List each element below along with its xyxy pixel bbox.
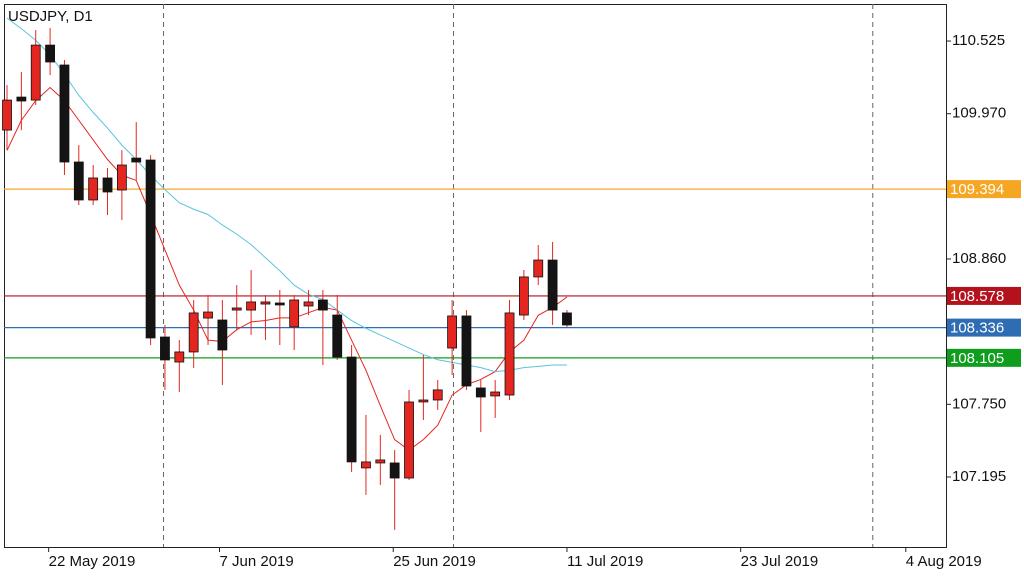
- ma-line: [6, 17, 567, 373]
- candle-body: [246, 301, 256, 311]
- candle-body: [418, 399, 429, 403]
- candle-body: [274, 302, 285, 306]
- candle-body: [346, 356, 357, 463]
- candle-body: [2, 99, 12, 131]
- candle-body: [59, 64, 70, 163]
- y-tick-label: 109.970: [952, 105, 1006, 122]
- candle-body: [102, 177, 113, 193]
- candle-body: [504, 312, 515, 396]
- candle-body: [116, 164, 127, 191]
- x-tick-label: 25 Jun 2019: [393, 553, 476, 570]
- x-tick-label: 22 May 2019: [49, 553, 136, 570]
- candle-body: [404, 401, 414, 479]
- level-tag: [947, 180, 1021, 199]
- y-tick-label: 108.860: [952, 250, 1006, 267]
- candle-body: [289, 299, 300, 328]
- candle-body: [518, 276, 529, 316]
- candle-body: [562, 312, 572, 326]
- level-label: 108.336: [950, 320, 1004, 337]
- candle-body: [231, 307, 242, 311]
- x-tick-label: 11 Jul 2019: [567, 553, 643, 570]
- candle-body: [375, 459, 386, 464]
- level-label: 109.394: [950, 181, 1004, 198]
- x-tick-label: 7 Jun 2019: [220, 553, 294, 570]
- level-tag: [947, 318, 1021, 337]
- candle-body: [217, 319, 228, 351]
- candle-body: [447, 315, 457, 349]
- candle-body: [361, 461, 371, 469]
- candle-body: [475, 387, 486, 398]
- candle-body: [547, 259, 558, 311]
- candle-body: [73, 161, 84, 201]
- candle-body: [174, 351, 185, 363]
- candle-body: [203, 311, 213, 319]
- candle-body: [389, 462, 400, 479]
- level-tag: [947, 348, 1021, 367]
- y-tick-label: 107.195: [952, 468, 1006, 485]
- x-tick-label: 4 Aug 2019: [906, 553, 982, 570]
- ma-line: [6, 86, 568, 451]
- level-label: 108.578: [950, 288, 1004, 305]
- candle-body: [45, 44, 55, 63]
- y-tick-label: 107.750: [952, 395, 1006, 412]
- level-label: 108.105: [950, 350, 1004, 367]
- x-tick-label: 23 Jul 2019: [741, 553, 819, 570]
- y-tick-label: 110.525: [952, 32, 1005, 49]
- candle-body: [317, 299, 328, 311]
- candle-body: [88, 177, 99, 201]
- plot-frame: [4, 4, 947, 548]
- candle-body: [145, 159, 156, 339]
- candle-body: [490, 391, 501, 397]
- candle-body: [260, 301, 271, 305]
- candle-body: [160, 336, 170, 361]
- candle-body: [188, 312, 199, 353]
- chart-title: USDJPY, D1: [8, 8, 93, 25]
- candle-body: [332, 314, 343, 358]
- candle-body: [16, 96, 27, 102]
- candle-body: [432, 389, 443, 401]
- candle-body: [461, 315, 472, 387]
- candle-body: [30, 44, 41, 101]
- level-tag: [947, 286, 1021, 305]
- candle-body: [533, 259, 544, 278]
- candle-body: [131, 157, 142, 163]
- candle-body: [303, 301, 314, 307]
